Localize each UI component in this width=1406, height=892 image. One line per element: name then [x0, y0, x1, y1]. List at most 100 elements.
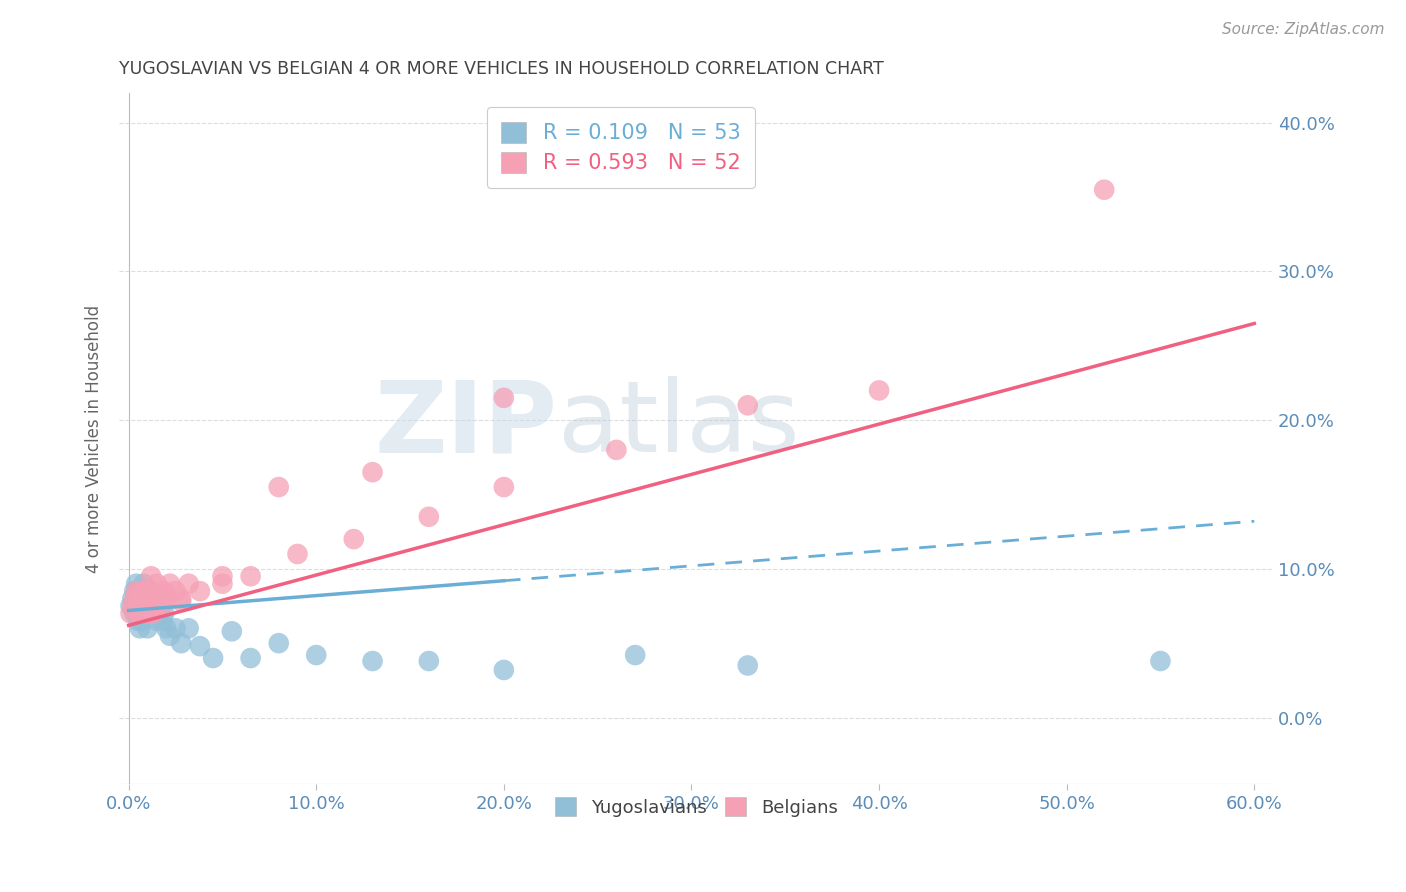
Point — [211, 569, 233, 583]
Point — [136, 607, 159, 621]
Point — [170, 594, 193, 608]
Point — [136, 591, 159, 606]
Point — [418, 654, 440, 668]
Point — [129, 591, 152, 606]
Point — [170, 591, 193, 606]
Text: atlas: atlas — [558, 376, 800, 474]
Point — [142, 591, 165, 606]
Point — [127, 599, 149, 613]
Point — [141, 599, 163, 613]
Point — [131, 599, 153, 613]
Point — [141, 569, 163, 583]
Point — [121, 591, 143, 606]
Point — [146, 614, 169, 628]
Point — [148, 607, 170, 621]
Point — [124, 607, 146, 621]
Point — [132, 584, 155, 599]
Point — [146, 576, 169, 591]
Point — [170, 636, 193, 650]
Text: Source: ZipAtlas.com: Source: ZipAtlas.com — [1222, 22, 1385, 37]
Point — [138, 591, 160, 606]
Point — [343, 532, 366, 546]
Point — [138, 599, 160, 613]
Point — [177, 621, 200, 635]
Point — [148, 599, 170, 613]
Point — [152, 599, 174, 613]
Text: YUGOSLAVIAN VS BELGIAN 4 OR MORE VEHICLES IN HOUSEHOLD CORRELATION CHART: YUGOSLAVIAN VS BELGIAN 4 OR MORE VEHICLE… — [120, 60, 884, 78]
Point — [305, 648, 328, 662]
Point — [125, 576, 148, 591]
Point — [287, 547, 309, 561]
Point — [221, 624, 243, 639]
Point — [124, 591, 146, 606]
Point — [624, 648, 647, 662]
Point — [202, 651, 225, 665]
Point — [165, 584, 187, 599]
Point — [1092, 183, 1115, 197]
Point — [127, 591, 149, 606]
Point — [131, 607, 153, 621]
Point — [149, 599, 172, 613]
Point — [142, 607, 165, 621]
Point — [868, 384, 890, 398]
Point — [239, 569, 262, 583]
Point — [131, 591, 153, 606]
Point — [135, 584, 157, 599]
Point — [159, 629, 181, 643]
Point — [141, 599, 163, 613]
Point — [124, 584, 146, 599]
Point — [136, 621, 159, 635]
Point — [120, 607, 142, 621]
Point — [125, 599, 148, 613]
Point — [138, 584, 160, 599]
Point — [129, 584, 152, 599]
Text: ZIP: ZIP — [375, 376, 558, 474]
Point — [188, 584, 211, 599]
Point — [361, 654, 384, 668]
Point — [1149, 654, 1171, 668]
Point — [149, 591, 172, 606]
Y-axis label: 4 or more Vehicles in Household: 4 or more Vehicles in Household — [86, 305, 103, 573]
Point — [267, 480, 290, 494]
Point — [361, 465, 384, 479]
Point — [153, 607, 176, 621]
Point — [146, 591, 169, 606]
Point — [120, 599, 142, 613]
Point — [127, 584, 149, 599]
Point — [132, 576, 155, 591]
Point — [146, 591, 169, 606]
Point — [125, 584, 148, 599]
Point — [141, 584, 163, 599]
Legend: Yugoslavians, Belgians: Yugoslavians, Belgians — [547, 790, 845, 824]
Point — [132, 591, 155, 606]
Point — [129, 607, 152, 621]
Point — [129, 599, 152, 613]
Point — [159, 576, 181, 591]
Point — [131, 614, 153, 628]
Point — [142, 591, 165, 606]
Point — [135, 607, 157, 621]
Point — [165, 621, 187, 635]
Point — [129, 621, 152, 635]
Point — [132, 607, 155, 621]
Point — [737, 658, 759, 673]
Point — [127, 607, 149, 621]
Point — [492, 663, 515, 677]
Point — [188, 639, 211, 653]
Point — [418, 509, 440, 524]
Point — [177, 576, 200, 591]
Point — [132, 599, 155, 613]
Point — [135, 584, 157, 599]
Point — [142, 607, 165, 621]
Point — [121, 599, 143, 613]
Point — [239, 651, 262, 665]
Point — [136, 607, 159, 621]
Point — [135, 599, 157, 613]
Point — [737, 398, 759, 412]
Point — [143, 599, 166, 613]
Point — [155, 591, 177, 606]
Point — [143, 599, 166, 613]
Point — [136, 591, 159, 606]
Point — [152, 614, 174, 628]
Point — [605, 442, 627, 457]
